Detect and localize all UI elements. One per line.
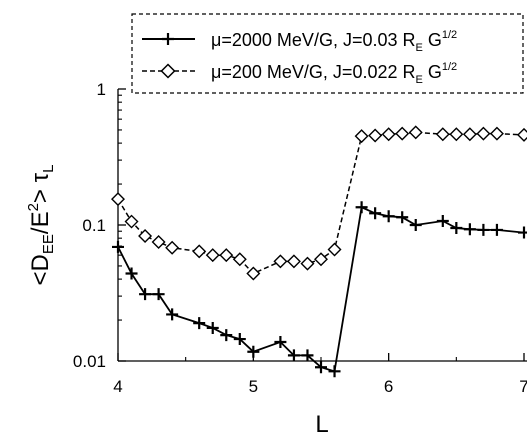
data-point-plus	[301, 349, 314, 362]
y-tick-label: 0.1	[82, 216, 106, 235]
x-axis-label: L	[315, 411, 328, 436]
data-point-plus	[355, 201, 368, 214]
data-point-diamond	[124, 214, 139, 229]
data-point-plus	[490, 223, 503, 236]
data-point-diamond	[462, 127, 477, 142]
data-point-plus	[125, 267, 138, 280]
data-point-diamond	[273, 254, 288, 269]
data-point-diamond	[314, 252, 328, 267]
data-point-plus	[139, 288, 152, 301]
x-tick-label: 5	[249, 377, 258, 396]
legend-marker-plus	[162, 33, 174, 45]
data-point-plus	[436, 215, 449, 228]
legend-label-series-2: μ=200 MeV/G, J=0.022 RE G1/2	[211, 61, 457, 86]
legend-marker-diamond	[160, 63, 176, 79]
y-tick-label: 1	[97, 80, 106, 99]
data-point-plus	[152, 288, 165, 301]
data-point-diamond	[489, 126, 504, 141]
legend-entry-series-2: μ=200 MeV/G, J=0.022 RE G1/2	[142, 61, 457, 86]
data-point-plus	[206, 321, 219, 334]
data-point-plus	[396, 211, 409, 224]
data-point-plus	[450, 222, 463, 235]
data-point-diamond	[165, 240, 180, 255]
data-point-plus	[220, 329, 233, 342]
axis-ticks: 4 5 6 7 0.01 0.1 1	[73, 80, 527, 396]
data-point-diamond	[192, 244, 207, 259]
y-axis-label: <DEE/E2> τL	[25, 165, 57, 286]
data-point-plus	[518, 226, 527, 239]
data-point-plus	[382, 210, 395, 223]
data-point-diamond	[151, 235, 166, 249]
data-point-diamond	[219, 248, 234, 263]
data-point-plus	[112, 240, 124, 253]
data-point-diamond	[327, 242, 342, 257]
data-point-diamond	[354, 129, 369, 144]
data-point-plus	[166, 308, 179, 321]
data-point-plus	[463, 223, 476, 236]
data-point-diamond	[408, 125, 423, 140]
data-point-diamond	[435, 127, 450, 142]
data-point-plus	[328, 365, 341, 378]
data-point-plus	[274, 335, 287, 348]
data-point-plus	[369, 207, 382, 220]
data-point-diamond	[517, 127, 527, 142]
data-point-plus	[315, 361, 327, 374]
data-point-plus	[287, 349, 300, 362]
data-point-diamond	[138, 229, 153, 243]
data-point-plus	[477, 223, 490, 236]
data-point-diamond	[286, 254, 301, 269]
series-layer	[111, 125, 527, 378]
data-point-diamond	[476, 126, 491, 141]
y-tick-label: 0.01	[73, 352, 106, 371]
data-point-plus	[233, 333, 246, 346]
data-point-diamond	[449, 127, 464, 142]
data-point-diamond	[368, 128, 383, 143]
legend: μ=2000 MeV/G, J=0.03 RE G1/2 μ=200 MeV/G…	[131, 13, 524, 94]
data-point-diamond	[205, 248, 220, 263]
legend-entry-series-1: μ=2000 MeV/G, J=0.03 RE G1/2	[142, 29, 457, 54]
data-point-diamond	[232, 252, 247, 267]
series-1-line	[117, 206, 525, 373]
data-point-plus	[193, 317, 206, 330]
x-tick-label: 6	[384, 377, 393, 396]
data-point-plus	[247, 345, 260, 358]
legend-label-series-1: μ=2000 MeV/G, J=0.03 RE G1/2	[211, 29, 457, 54]
data-point-diamond	[111, 192, 125, 207]
data-point-diamond	[246, 266, 261, 281]
data-point-diamond	[381, 127, 396, 142]
data-point-diamond	[300, 256, 315, 271]
data-point-diamond	[395, 126, 410, 141]
legend-box	[131, 13, 524, 94]
x-tick-label: 7	[519, 377, 527, 396]
x-tick-label: 4	[113, 377, 122, 396]
data-point-plus	[409, 219, 422, 231]
